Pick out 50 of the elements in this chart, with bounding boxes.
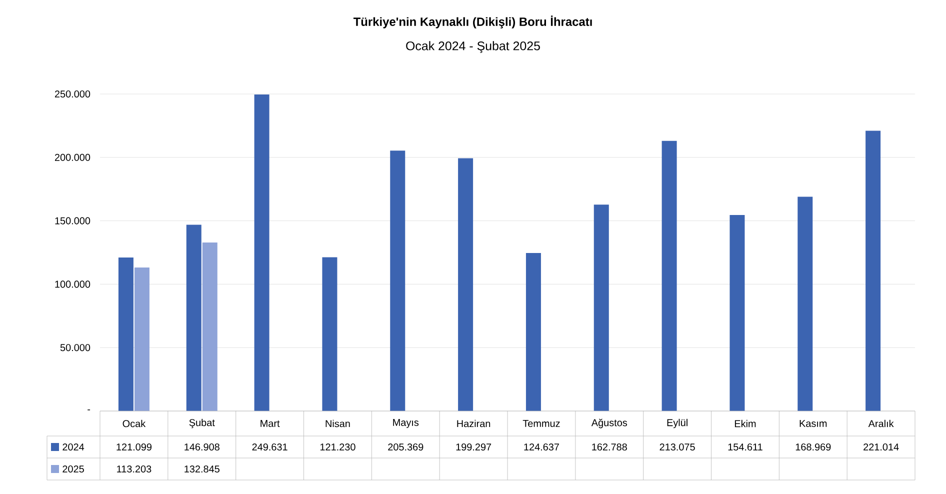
chart-subtitle: Ocak 2024 - Şubat 2025	[406, 41, 540, 53]
legend-label: 2025	[62, 465, 84, 473]
legend-label: 2024	[62, 443, 84, 451]
bar	[322, 257, 338, 411]
x-tick-label: Ekim	[734, 420, 756, 428]
bar	[866, 130, 881, 411]
data-label: 221.014	[864, 443, 899, 451]
x-tick-label: Temmuz	[522, 420, 560, 427]
bar	[202, 242, 218, 411]
x-tick-label: Aralık	[868, 420, 894, 428]
x-tick-label: Kasım	[800, 420, 827, 427]
x-tick-label: Nisan	[326, 420, 350, 428]
x-tick-label: Ağustos	[591, 418, 628, 428]
bar	[134, 267, 150, 411]
bar	[118, 257, 134, 411]
data-label: 154.611	[728, 443, 762, 451]
data-label: 113.203	[117, 465, 152, 473]
data-label: 213.075	[660, 443, 695, 451]
bar	[594, 204, 609, 411]
y-tick-label: 100.000	[55, 280, 90, 288]
data-label: 249.631	[252, 443, 288, 451]
y-tick-label: 250.000	[54, 90, 90, 98]
data-label: 162.788	[592, 443, 627, 451]
bar	[390, 150, 406, 411]
bar	[798, 196, 813, 411]
data-label: 199.297	[456, 443, 492, 451]
data-label: 121.230	[320, 443, 356, 451]
bar	[526, 252, 541, 411]
x-tick-label: Haziran	[457, 420, 490, 428]
chart-title: Türkiye'nin Kaynaklı (Dikişli) Boru İhracatı	[353, 16, 592, 28]
y-tick-label: -	[88, 409, 90, 410]
y-tick-label: 200.000	[54, 154, 90, 161]
x-tick-label: Şubat	[189, 418, 215, 428]
y-tick-label: 50.000	[60, 344, 90, 352]
x-tick-label: Eylül	[667, 418, 688, 428]
x-tick-label: Mayıs	[393, 419, 419, 428]
data-label: 132.845	[184, 465, 220, 473]
data-label: 121.099	[116, 443, 152, 451]
bar	[730, 214, 745, 411]
bar	[662, 140, 677, 411]
bar	[254, 94, 270, 411]
data-label: 146.908	[184, 443, 220, 451]
bar	[458, 158, 474, 411]
data-label: 124.637	[524, 443, 559, 451]
data-label: 168.969	[796, 443, 831, 451]
x-tick-label: Mart	[260, 420, 280, 427]
bar	[186, 224, 202, 411]
data-label: 205.369	[388, 443, 424, 451]
x-tick-label: Ocak	[122, 420, 146, 428]
y-tick-label: 150.000	[55, 217, 90, 224]
